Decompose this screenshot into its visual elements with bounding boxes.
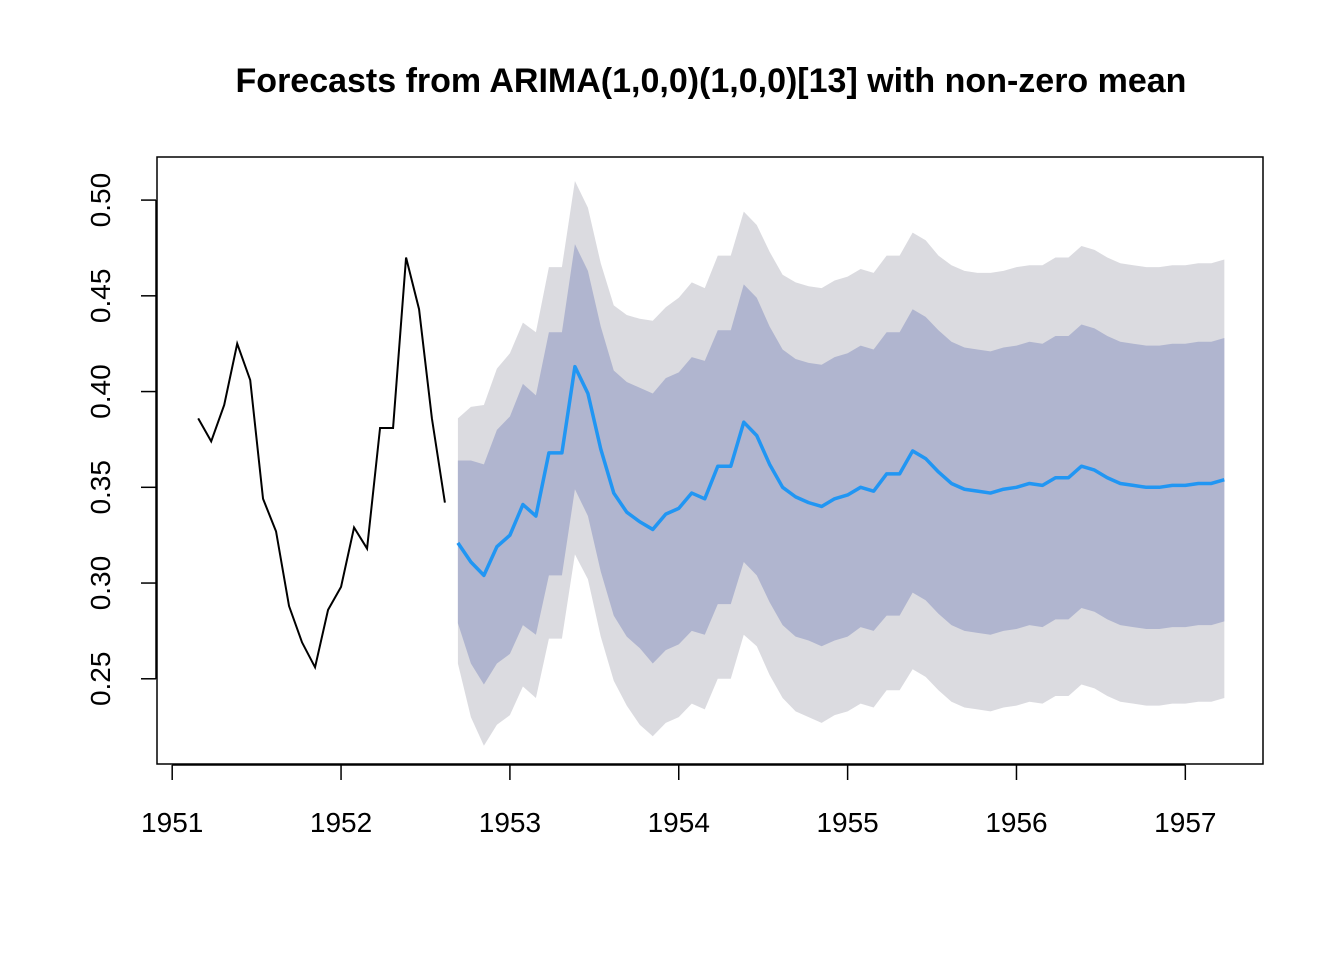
x-axis: 1951 1952 1953 1954 1955 1956 1957 <box>141 764 1216 838</box>
y-tick-label: 0.40 <box>85 364 116 419</box>
x-tick-label: 1951 <box>141 807 203 838</box>
y-axis: 0.25 0.30 0.35 0.40 0.45 0.50 <box>85 173 157 707</box>
y-tick-label: 0.50 <box>85 173 116 228</box>
x-tick-label: 1954 <box>648 807 710 838</box>
y-tick-label: 0.25 <box>85 652 116 707</box>
observed-series-line <box>197 257 446 671</box>
prediction-bands <box>457 180 1225 746</box>
y-tick-label: 0.30 <box>85 556 116 611</box>
x-tick-label: 1956 <box>985 807 1047 838</box>
band-80 <box>457 244 1225 685</box>
x-tick-label: 1953 <box>479 807 541 838</box>
x-tick-label: 1957 <box>1154 807 1216 838</box>
y-tick-label: 0.35 <box>85 460 116 515</box>
x-tick-label: 1952 <box>310 807 372 838</box>
series-lines <box>197 257 1225 671</box>
x-tick-label: 1955 <box>816 807 878 838</box>
plot-frame <box>156 156 1264 765</box>
chart-title: Forecasts from ARIMA(1,0,0)(1,0,0)[13] w… <box>236 62 1187 100</box>
y-tick-label: 0.45 <box>85 269 116 324</box>
forecast-mean-line <box>456 364 1225 578</box>
